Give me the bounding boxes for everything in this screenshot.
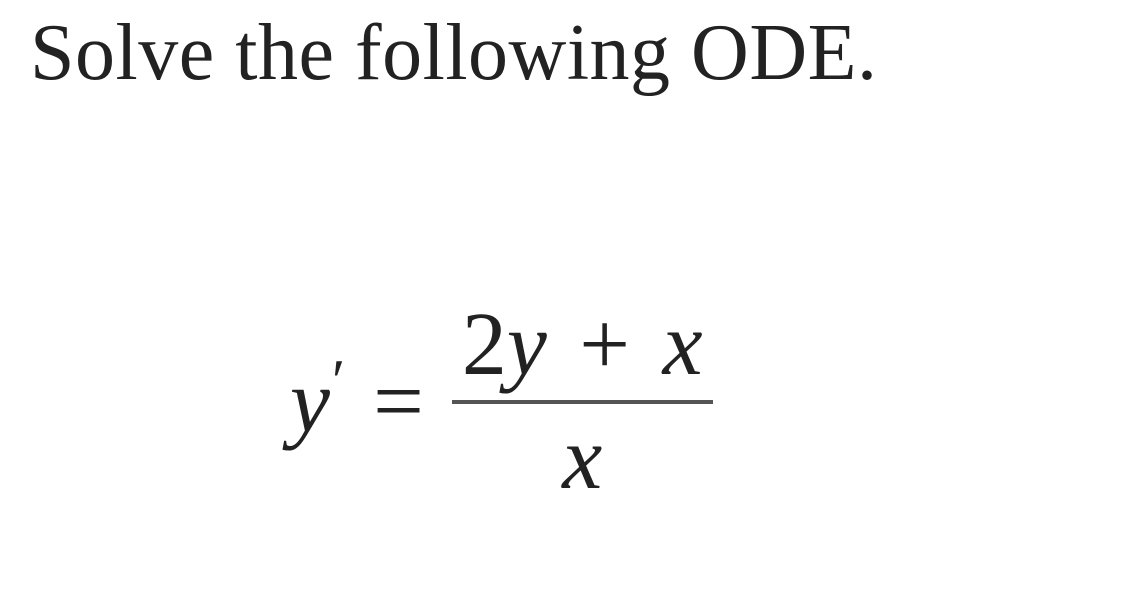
fraction: 2y + x x [452,300,713,504]
page: Solve the following ODE. y ′ = 2y + x x [0,0,1125,605]
numerator-coef: 2 [462,295,507,394]
plus-sign: + [579,295,630,394]
numerator: 2y + x [452,300,713,390]
equals-sign: = [373,357,424,447]
numerator-var-y: y [507,295,547,394]
denominator: x [552,414,612,504]
fraction-line [452,400,713,404]
ode-equation: y ′ = 2y + x x [290,300,713,504]
prime-symbol: ′ [332,351,345,411]
lhs-variable-y: y [290,357,330,447]
problem-prompt: Solve the following ODE. [30,8,877,99]
numerator-var-x: x [663,295,703,394]
equation-lhs: y ′ [290,357,345,447]
